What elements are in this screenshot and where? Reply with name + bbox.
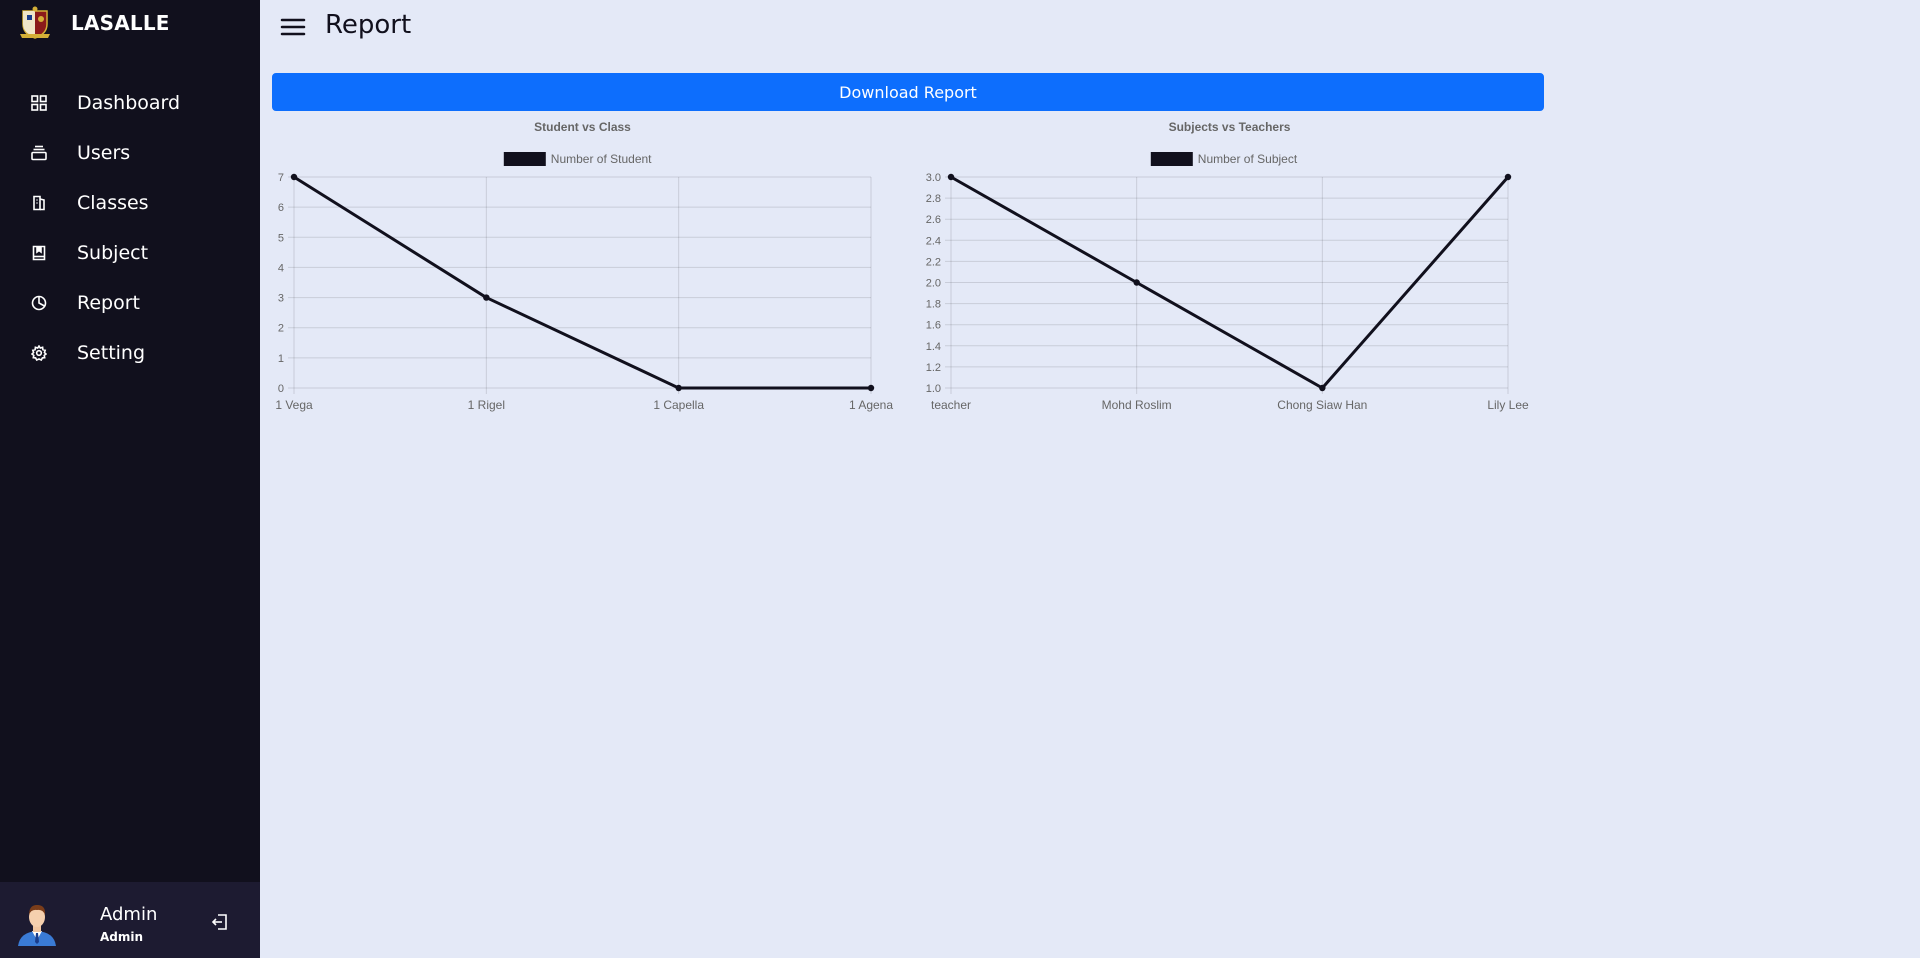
data-point xyxy=(290,173,298,181)
data-point xyxy=(1319,384,1326,392)
y-tick-label: 2.2 xyxy=(926,256,941,268)
legend-label: Number of Subject xyxy=(1198,152,1298,166)
y-tick-label: 0 xyxy=(278,383,284,395)
x-tick-label: teacher xyxy=(931,398,971,412)
avatar xyxy=(18,905,56,946)
profile-role: Admin xyxy=(100,930,144,944)
x-tick-label: 1 Vega xyxy=(275,398,313,412)
data-point xyxy=(675,384,682,392)
page-title: Report xyxy=(325,10,412,40)
grid-icon xyxy=(30,94,48,112)
y-tick-label: 1 xyxy=(278,353,284,365)
sidebar-item-label: Users xyxy=(77,142,131,164)
sidebar-item-label: Dashboard xyxy=(77,92,181,114)
student-vs-class-chart: Student vs Class Number of Student 7 6 5 4 3 2 1… xyxy=(272,116,912,416)
x-tick-label: 1 Rigel xyxy=(468,398,505,412)
sidebar-nav: Dashboard Users Classes xyxy=(0,78,260,378)
data-point xyxy=(1504,173,1512,181)
sidebar-item-report[interactable]: Report xyxy=(0,278,260,328)
y-tick-label: 2.8 xyxy=(926,193,941,205)
pie-chart-icon xyxy=(30,294,48,312)
sidebar-item-dashboard[interactable]: Dashboard xyxy=(0,78,260,128)
book-icon xyxy=(30,244,48,262)
sidebar-item-label: Subject xyxy=(77,242,149,264)
sidebar-item-setting[interactable]: Setting xyxy=(0,328,260,378)
y-tick-label: 5 xyxy=(278,232,284,244)
series-line xyxy=(950,175,1510,390)
chart-title: Student vs Class xyxy=(534,120,631,134)
sidebar-item-label: Classes xyxy=(77,192,149,214)
profile-name: Admin xyxy=(100,904,158,925)
data-point xyxy=(947,173,955,181)
y-tick-label: 4 xyxy=(278,262,284,274)
y-tick-label: 1.0 xyxy=(926,383,941,395)
sidebar-item-label: Setting xyxy=(77,342,146,364)
y-tick-label: 6 xyxy=(278,202,284,214)
y-tick-label: 3.0 xyxy=(926,172,941,184)
y-tick-label: 1.8 xyxy=(926,299,941,311)
brand[interactable]: LASALLE xyxy=(20,4,170,42)
y-tick-label: 2.4 xyxy=(926,235,941,247)
download-report-button[interactable]: Download Report xyxy=(272,73,1544,111)
chart-svg: Subjects vs Teachers Number of Subject 3.0… xyxy=(926,120,1529,412)
legend-swatch xyxy=(503,152,546,166)
sidebar-item-classes[interactable]: Classes xyxy=(0,178,260,228)
logout-icon[interactable] xyxy=(210,912,230,932)
x-tick-label: 1 Capella xyxy=(653,398,704,412)
x-tick-label: 1 Agena xyxy=(849,398,893,412)
y-tick-label: 7 xyxy=(278,172,284,184)
data-point xyxy=(483,294,490,301)
main-content: Report Download Report Student vs Class N… xyxy=(260,0,1920,958)
y-tick-label: 2.6 xyxy=(926,214,941,226)
data-point xyxy=(867,384,875,392)
legend-label: Number of Student xyxy=(551,152,652,166)
y-tick-label: 1.4 xyxy=(926,341,941,353)
building-icon xyxy=(30,194,48,212)
gear-icon xyxy=(30,344,48,362)
x-tick-label: Lily Lee xyxy=(1487,398,1529,412)
sidebar-item-subject[interactable]: Subject xyxy=(0,228,260,278)
data-point xyxy=(1133,279,1140,286)
profile-panel: Admin Admin xyxy=(0,882,260,958)
series-line xyxy=(293,175,871,390)
school-crest-logo xyxy=(20,6,50,39)
hamburger-menu-icon[interactable] xyxy=(280,15,306,39)
brand-name: LASALLE xyxy=(71,11,170,35)
sidebar: LASALLE Dashboard Users xyxy=(0,0,260,958)
y-tick-label: 1.2 xyxy=(926,362,941,374)
y-tick-label: 1.6 xyxy=(926,320,941,332)
y-tick-label: 2.0 xyxy=(926,278,941,290)
chart-title: Subjects vs Teachers xyxy=(1169,120,1291,134)
chart-svg: Student vs Class Number of Student 7 6 5 4 3 2 1… xyxy=(275,120,893,412)
y-tick-label: 3 xyxy=(278,293,284,305)
y-tick-label: 2 xyxy=(278,323,284,335)
x-tick-label: Chong Siaw Han xyxy=(1277,398,1367,412)
x-tick-label: Mohd Roslim xyxy=(1102,398,1172,412)
sidebar-item-users[interactable]: Users xyxy=(0,128,260,178)
legend-swatch xyxy=(1150,152,1193,166)
sidebar-item-label: Report xyxy=(77,292,140,314)
subjects-vs-teachers-chart: Subjects vs Teachers Number of Subject 3.0… xyxy=(916,116,1556,416)
stack-icon xyxy=(30,144,48,162)
